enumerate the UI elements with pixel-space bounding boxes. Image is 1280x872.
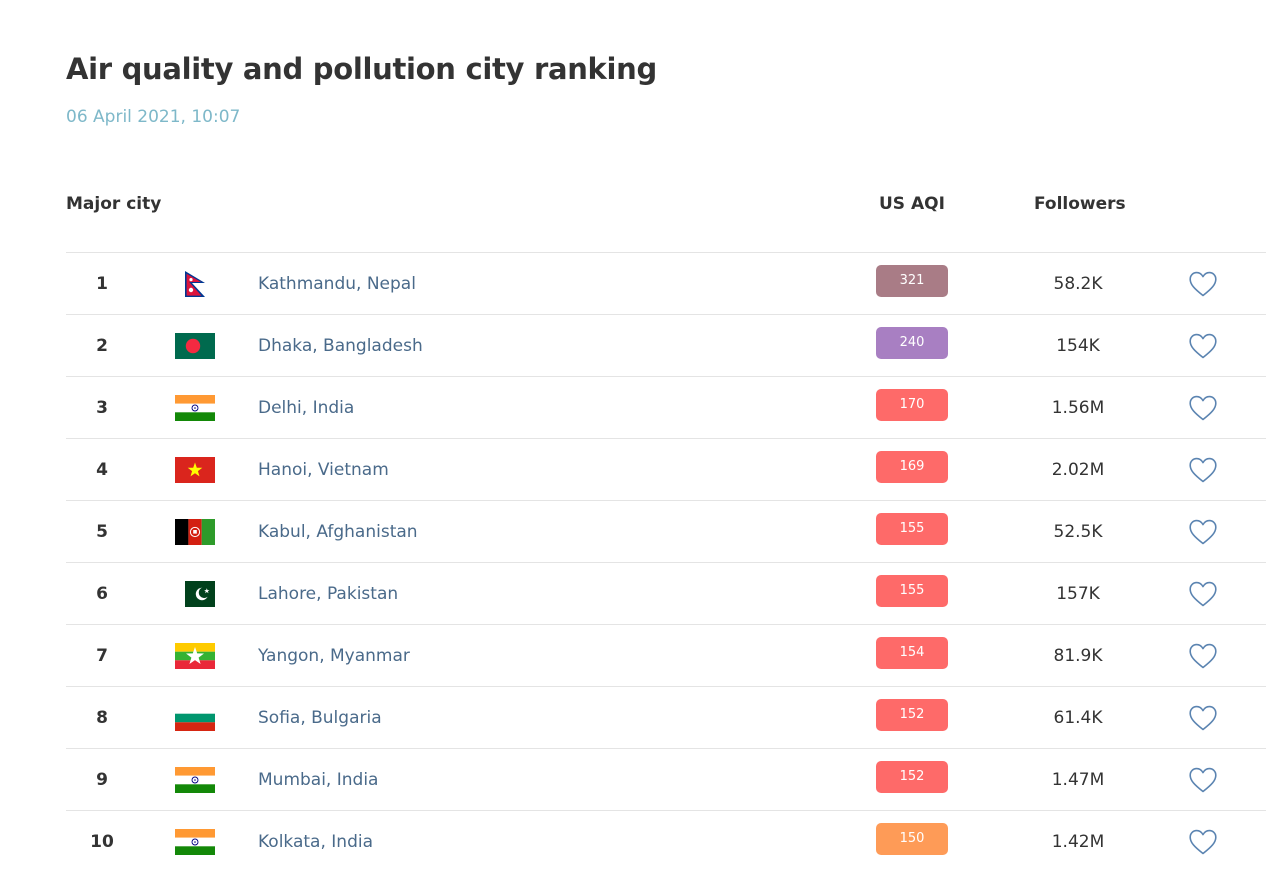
table-row: 5 Kabul, Afghanistan 155 52.5K <box>66 501 1266 563</box>
flag-nepal-icon <box>175 271 215 297</box>
aqi-badge: 240 <box>876 327 948 359</box>
ranking-table: 1 Kathmandu, Nepal 321 58.2K 2 Dhaka, Ba… <box>66 252 1266 872</box>
followers-count: 61.4K <box>1053 708 1103 728</box>
table-header: Major city US AQI Followers <box>66 190 1266 220</box>
rank-number: 3 <box>96 398 108 418</box>
followers-count: 1.42M <box>1051 832 1105 852</box>
header-followers[interactable]: Followers <box>1034 194 1126 214</box>
page-date: 06 April 2021, 10:07 <box>66 107 241 127</box>
flag-pakistan-icon <box>175 581 215 607</box>
aqi-badge: 169 <box>876 451 948 483</box>
rank-number: 2 <box>96 336 108 356</box>
city-link[interactable]: Kolkata, India <box>258 832 373 852</box>
heart-icon[interactable] <box>1188 518 1218 546</box>
heart-icon[interactable] <box>1188 456 1218 484</box>
table-row: 6 Lahore, Pakistan 155 157K <box>66 563 1266 625</box>
rank-number: 6 <box>96 584 108 604</box>
aqi-badge: 155 <box>876 513 948 545</box>
city-link[interactable]: Mumbai, India <box>258 770 379 790</box>
rank-number: 8 <box>96 708 108 728</box>
followers-count: 52.5K <box>1053 522 1103 542</box>
page-title: Air quality and pollution city ranking <box>66 52 657 86</box>
rank-number: 4 <box>96 460 108 480</box>
aqi-badge: 321 <box>876 265 948 297</box>
rank-number: 9 <box>96 770 108 790</box>
city-link[interactable]: Yangon, Myanmar <box>258 646 410 666</box>
heart-icon[interactable] <box>1188 828 1218 856</box>
rank-number: 1 <box>96 274 108 294</box>
followers-count: 1.56M <box>1051 398 1105 418</box>
aqi-badge: 152 <box>876 761 948 793</box>
table-row: 9 Mumbai, India 152 1.47M <box>66 749 1266 811</box>
followers-count: 157K <box>1056 584 1100 604</box>
followers-count: 58.2K <box>1053 274 1103 294</box>
heart-icon[interactable] <box>1188 704 1218 732</box>
flag-vietnam-icon <box>175 457 215 483</box>
rank-number: 10 <box>90 832 114 852</box>
city-link[interactable]: Dhaka, Bangladesh <box>258 336 423 356</box>
table-row: 3 Delhi, India 170 1.56M <box>66 377 1266 439</box>
heart-icon[interactable] <box>1188 332 1218 360</box>
heart-icon[interactable] <box>1188 394 1218 422</box>
city-link[interactable]: Delhi, India <box>258 398 355 418</box>
city-link[interactable]: Kabul, Afghanistan <box>258 522 418 542</box>
city-link[interactable]: Lahore, Pakistan <box>258 584 399 604</box>
flag-myanmar-icon <box>175 643 215 669</box>
rank-number: 7 <box>96 646 108 666</box>
flag-india-icon <box>175 829 215 855</box>
heart-icon[interactable] <box>1188 580 1218 608</box>
table-row: 4 Hanoi, Vietnam 169 2.02M <box>66 439 1266 501</box>
flag-bulgaria-icon <box>175 705 215 731</box>
flag-india-icon <box>175 395 215 421</box>
followers-count: 1.47M <box>1051 770 1105 790</box>
header-major-city: Major city <box>66 194 162 214</box>
aqi-badge: 155 <box>876 575 948 607</box>
followers-count: 2.02M <box>1051 460 1105 480</box>
rank-number: 5 <box>96 522 108 542</box>
table-row: 2 Dhaka, Bangladesh 240 154K <box>66 315 1266 377</box>
city-link[interactable]: Hanoi, Vietnam <box>258 460 389 480</box>
aqi-badge: 154 <box>876 637 948 669</box>
table-row: 1 Kathmandu, Nepal 321 58.2K <box>66 253 1266 315</box>
aqi-badge: 150 <box>876 823 948 855</box>
flag-india-icon <box>175 767 215 793</box>
heart-icon[interactable] <box>1188 270 1218 298</box>
table-row: 8 Sofia, Bulgaria 152 61.4K <box>66 687 1266 749</box>
city-link[interactable]: Kathmandu, Nepal <box>258 274 416 294</box>
heart-icon[interactable] <box>1188 642 1218 670</box>
followers-count: 81.9K <box>1053 646 1103 666</box>
table-row: 7 Yangon, Myanmar 154 81.9K <box>66 625 1266 687</box>
aqi-badge: 152 <box>876 699 948 731</box>
heart-icon[interactable] <box>1188 766 1218 794</box>
flag-bangladesh-icon <box>175 333 215 359</box>
followers-count: 154K <box>1056 336 1100 356</box>
header-us-aqi[interactable]: US AQI <box>879 194 945 214</box>
city-link[interactable]: Sofia, Bulgaria <box>258 708 382 728</box>
aqi-badge: 170 <box>876 389 948 421</box>
flag-afghanistan-icon <box>175 519 215 545</box>
table-row: 10 Kolkata, India 150 1.42M <box>66 811 1266 872</box>
